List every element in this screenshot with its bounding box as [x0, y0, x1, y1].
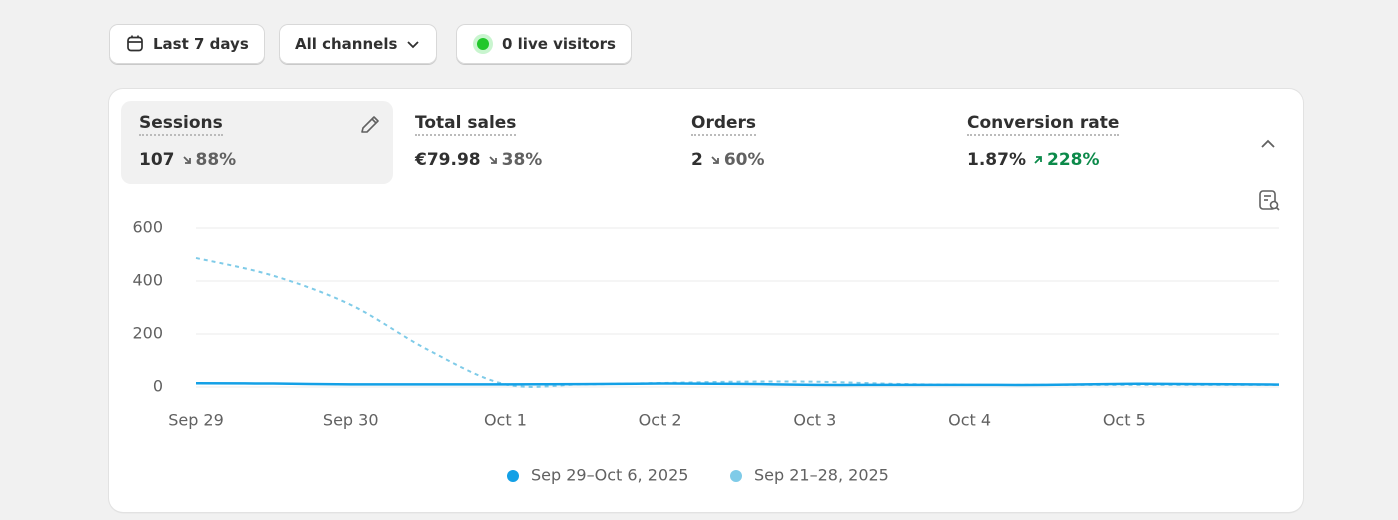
metric-change-value: 228% [1046, 150, 1100, 170]
y-tick-label: 600 [132, 218, 163, 237]
metric-label: Conversion rate [967, 113, 1120, 136]
x-tick-label: Sep 30 [323, 411, 379, 430]
y-tick-label: 0 [153, 377, 163, 396]
metric-change-value: 60% [723, 150, 765, 170]
metric-value: €79.98 [415, 150, 481, 170]
legend-label: Sep 29–Oct 6, 2025 [531, 466, 688, 485]
live-dot [473, 34, 493, 54]
report-icon[interactable] [1258, 189, 1282, 213]
metric-label: Total sales [415, 113, 517, 136]
arrow-down [488, 156, 497, 164]
x-tick-label: Oct 2 [639, 411, 682, 430]
calendar-icon [127, 35, 143, 52]
chevron-down [407, 41, 420, 49]
legend-swatch [730, 470, 742, 482]
date-range-label: Last 7 days [153, 35, 249, 53]
series-line [195, 382, 1280, 387]
metric-value: 107 [139, 150, 175, 170]
legend-swatch [507, 470, 519, 482]
series-line [195, 256, 1279, 388]
channels-label: All channels [295, 35, 398, 53]
metric-change: 228% [1032, 150, 1100, 170]
arrow-down [182, 156, 191, 164]
metric-value-row: 107 88% [139, 150, 236, 170]
metric-value-row: 1.87% 228% [967, 150, 1100, 170]
metric-change-value: 88% [195, 150, 237, 170]
collapse-icon[interactable] [1256, 132, 1280, 156]
metric-value-row: €79.98 38% [415, 150, 542, 170]
live-visitors-button[interactable]: 0 live visitors [456, 24, 632, 64]
arrow-down [711, 156, 719, 164]
date-range-button[interactable]: Last 7 days [109, 24, 265, 64]
x-tick-label: Oct 1 [484, 411, 527, 430]
metric-change: 88% [181, 150, 237, 170]
metric-change-value: 38% [501, 150, 543, 170]
x-tick-label: Oct 5 [1103, 411, 1146, 430]
metric-tile-selected[interactable] [121, 101, 393, 184]
metric-change: 60% [709, 150, 765, 170]
y-tick-label: 400 [132, 271, 163, 290]
arrow-up [1034, 156, 1042, 164]
metric-value-row: 2 60% [691, 150, 765, 170]
metric-label: Orders [691, 113, 757, 136]
metric-value: 2 [691, 150, 703, 170]
metric-change: 38% [487, 150, 543, 170]
metric-label: Sessions [139, 113, 223, 136]
metric-value: 1.87% [967, 150, 1026, 170]
x-tick-label: Oct 3 [793, 411, 836, 430]
x-tick-label: Oct 4 [948, 411, 991, 430]
y-tick-label: 200 [132, 324, 163, 343]
live-visitors-label: 0 live visitors [502, 35, 616, 53]
edit-icon[interactable] [358, 113, 382, 137]
x-tick-label: Sep 29 [168, 411, 224, 430]
legend-label: Sep 21–28, 2025 [754, 466, 889, 485]
channels-button[interactable]: All channels [279, 24, 438, 64]
